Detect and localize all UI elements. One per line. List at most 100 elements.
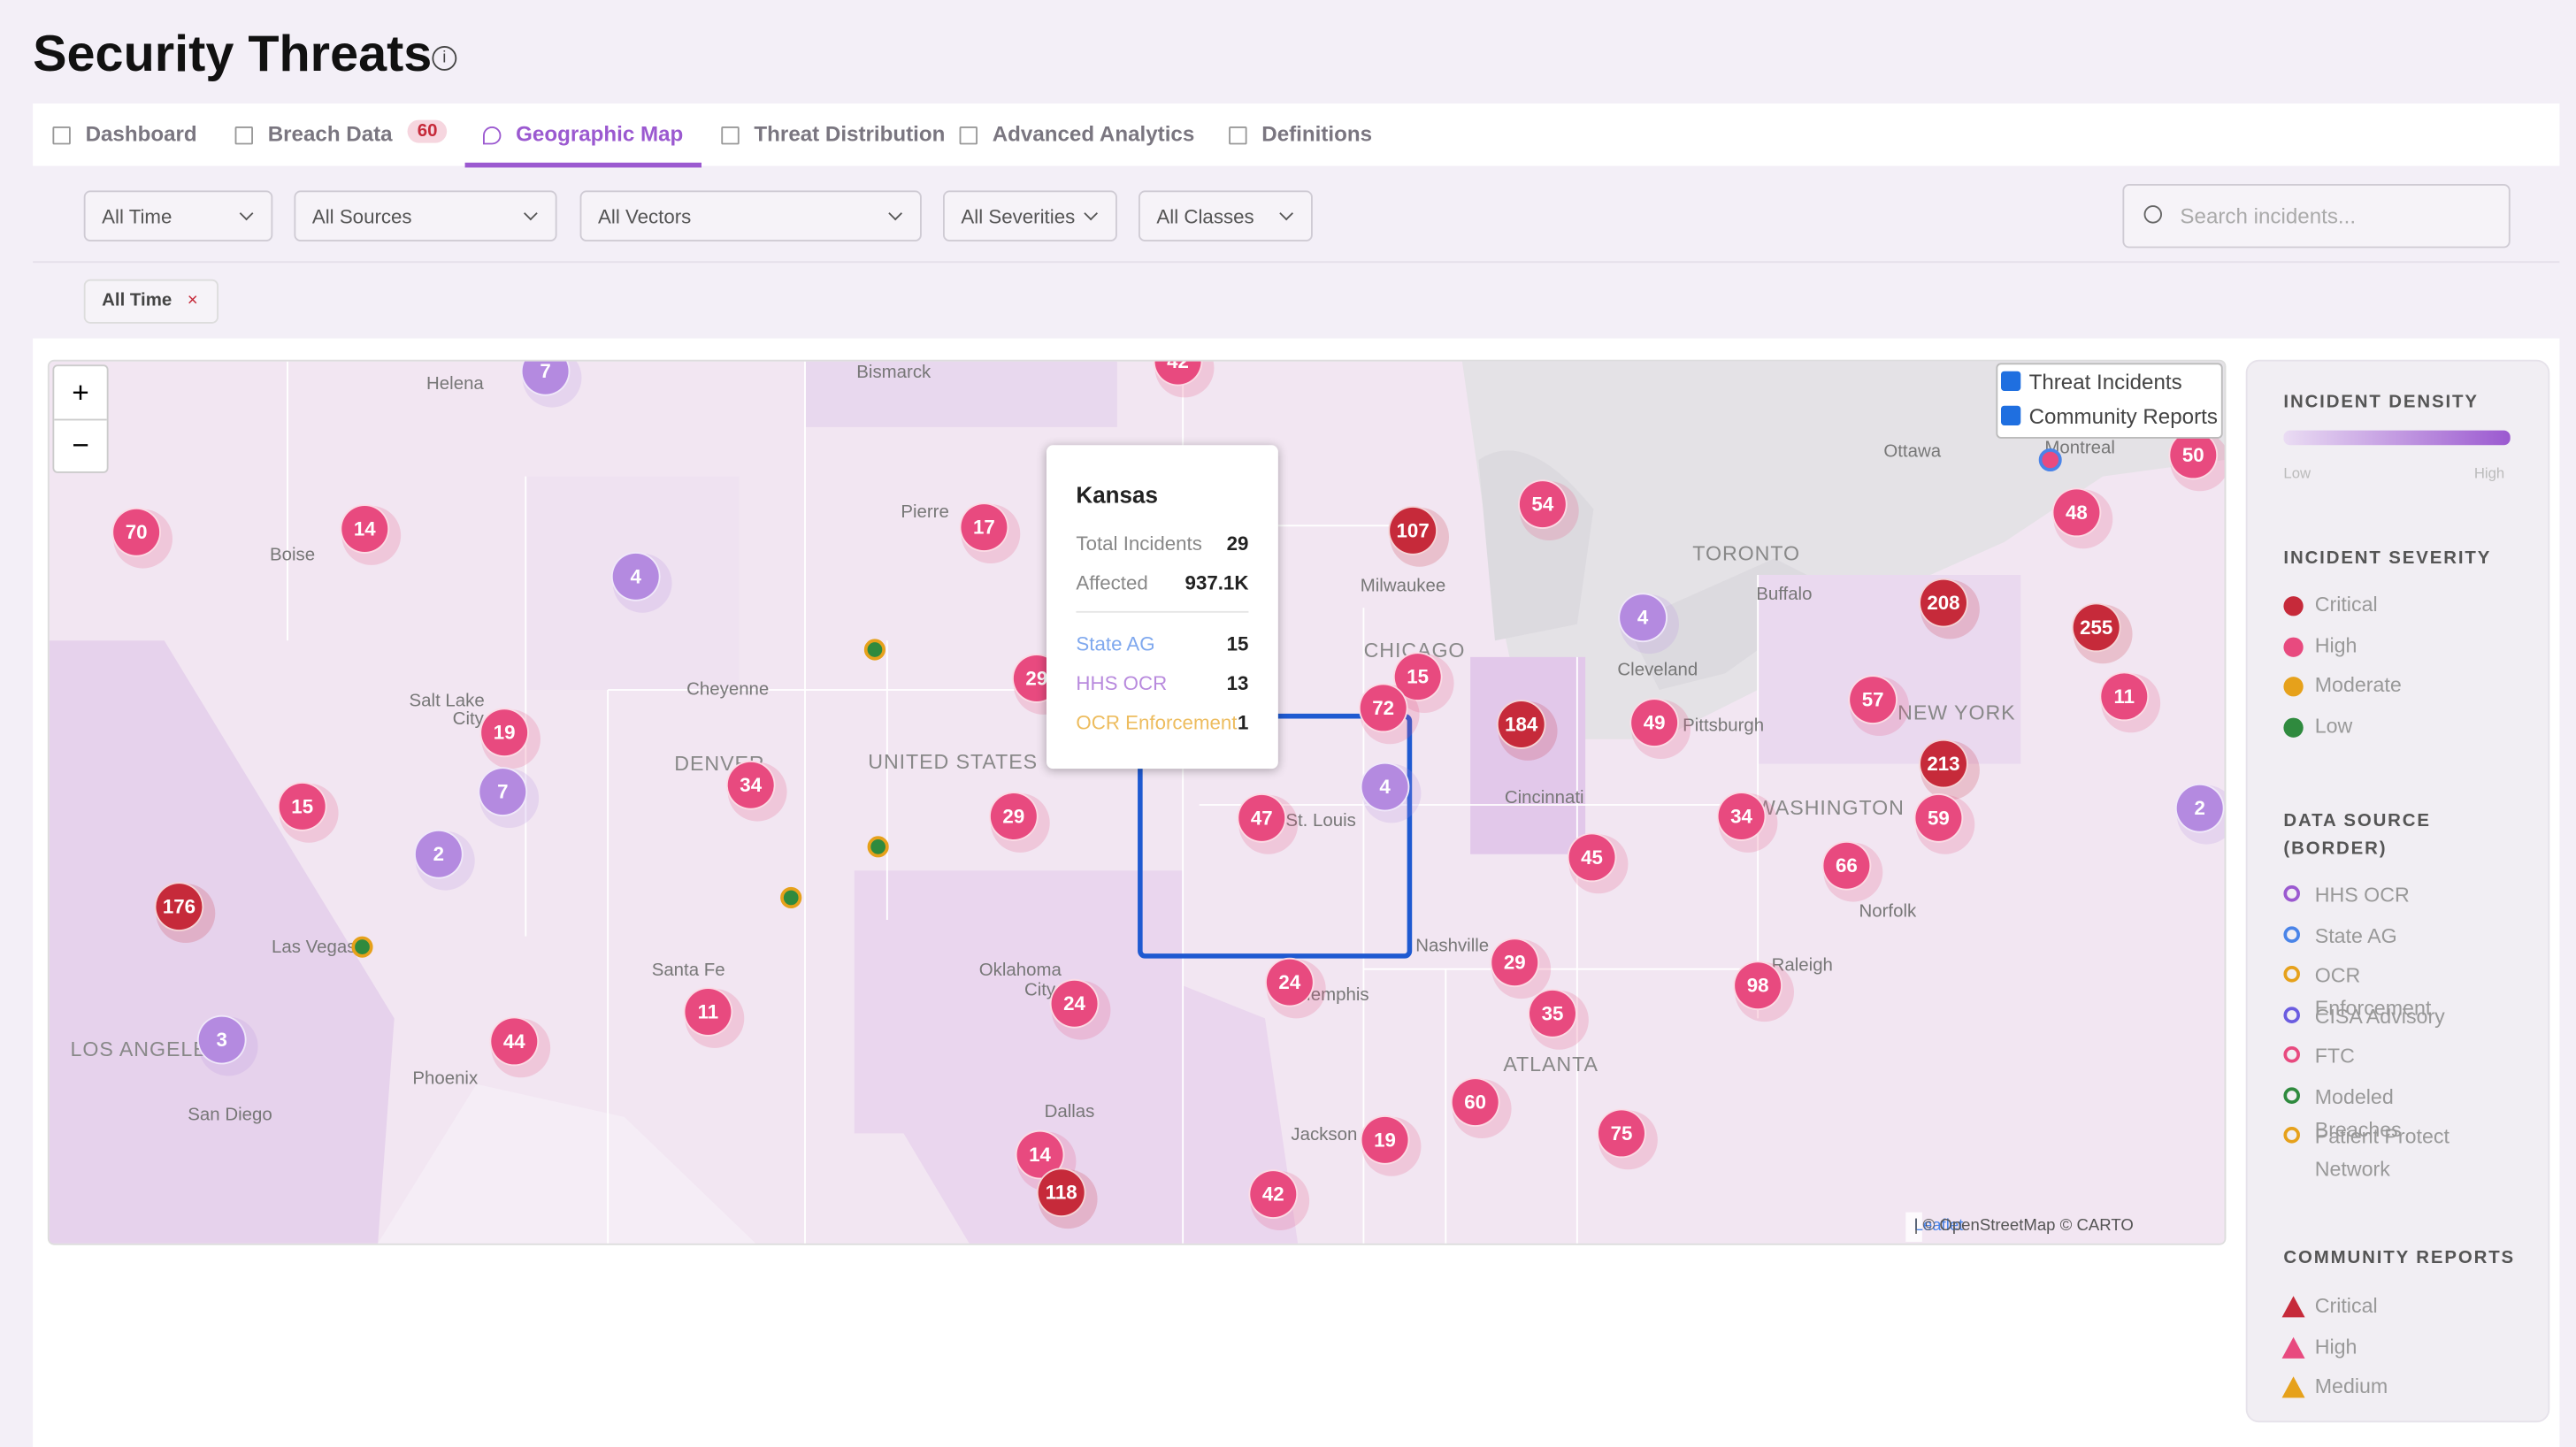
tab[interactable]: Threat Distribution: [754, 121, 946, 147]
cluster-marker[interactable]: 57: [1848, 675, 1898, 724]
tooltip: Kansas Total Incidents 29 Affected 937.1K Sta…: [1046, 445, 1278, 769]
cluster-marker[interactable]: 24: [1264, 957, 1315, 1007]
cluster-marker[interactable]: 70: [111, 507, 161, 557]
city-label: City: [1024, 980, 1056, 1000]
cluster-marker[interactable]: 54: [1517, 479, 1568, 529]
cluster-marker[interactable]: 17: [959, 502, 1009, 552]
tab[interactable]: Definitions: [1261, 121, 1373, 147]
cluster-marker[interactable]: 42: [1248, 1169, 1299, 1219]
tooltip-source-value: 15: [1226, 632, 1249, 655]
filter-select[interactable]: All Time: [83, 190, 273, 241]
filter-bar: [33, 169, 2560, 264]
legend-triangle: [2281, 1336, 2305, 1358]
cluster-marker[interactable]: 75: [1597, 1108, 1646, 1159]
cluster-marker[interactable]: 72: [1358, 683, 1408, 733]
tooltip-label: Total Incidents: [1076, 532, 1202, 555]
info-icon[interactable]: i: [432, 45, 457, 71]
cluster-marker[interactable]: 14: [340, 504, 390, 554]
cluster-marker[interactable]: 98: [1733, 961, 1782, 1011]
cluster-marker[interactable]: 35: [1528, 988, 1577, 1038]
zoom-out[interactable]: −: [72, 428, 89, 462]
legend-low: Low: [2283, 464, 2312, 482]
cluster-marker[interactable]: 213: [1919, 739, 1968, 789]
attribution-link[interactable]: Leaflet: [1913, 1217, 1964, 1236]
cluster-marker[interactable]: 34: [725, 760, 776, 810]
cluster-marker[interactable]: 11: [683, 987, 733, 1037]
filter-select[interactable]: All Classes: [1138, 190, 1313, 241]
layer-label[interactable]: Threat Incidents: [2028, 369, 2182, 394]
incident-dot[interactable]: [780, 886, 802, 908]
cluster-marker[interactable]: 255: [2071, 602, 2121, 653]
cluster-marker[interactable]: 208: [1919, 578, 1968, 628]
cluster-marker[interactable]: 47: [1237, 792, 1287, 843]
layer-label[interactable]: Community Reports: [2028, 403, 2218, 429]
filter-select[interactable]: All Severities: [942, 190, 1117, 241]
zoom-control: + −: [52, 364, 109, 473]
filter-select[interactable]: All Vectors: [579, 190, 922, 241]
tooltip-divider: [1076, 610, 1249, 613]
legend-item: Critical: [2314, 1294, 2378, 1318]
cluster-marker[interactable]: 118: [1036, 1168, 1086, 1218]
legend-swatch: [2283, 1045, 2300, 1063]
incident-dot[interactable]: [351, 936, 373, 958]
cluster-marker[interactable]: 2: [2174, 783, 2225, 833]
cluster-marker[interactable]: 176: [154, 882, 204, 931]
city-label: Cincinnati: [1504, 788, 1584, 808]
cluster-marker[interactable]: 15: [277, 781, 327, 831]
legend-triangle: [2281, 1376, 2305, 1398]
cluster-marker[interactable]: 29: [988, 792, 1039, 841]
tab[interactable]: Geographic Map: [516, 121, 684, 147]
tab[interactable]: Dashboard: [85, 121, 197, 147]
incident-dot[interactable]: [867, 836, 889, 858]
cluster-marker[interactable]: 29: [1490, 938, 1540, 988]
legend-item: Modeled Breaches: [2314, 1084, 2402, 1141]
tab[interactable]: Advanced Analytics: [992, 121, 1195, 147]
legend-swatch: [2283, 1086, 2300, 1104]
cluster-marker[interactable]: 3: [196, 1014, 247, 1065]
cluster-marker[interactable]: 24: [1049, 978, 1100, 1029]
zoom-in[interactable]: +: [54, 366, 107, 421]
search-box[interactable]: Search incidents...: [2122, 183, 2511, 249]
chip-remove[interactable]: ×: [187, 290, 198, 310]
cluster-marker[interactable]: 49: [1629, 698, 1679, 747]
cluster-marker[interactable]: 45: [1567, 832, 1617, 883]
cluster-marker[interactable]: 4: [1618, 593, 1668, 643]
cluster-marker[interactable]: 34: [1716, 792, 1767, 841]
active-tab-underline: [464, 162, 702, 168]
tab[interactable]: Breach Data: [267, 121, 393, 147]
tab-icon: [234, 126, 253, 145]
cluster-marker[interactable]: 19: [1360, 1114, 1410, 1165]
cluster-marker[interactable]: 184: [1496, 700, 1546, 749]
filter-select[interactable]: All Sources: [294, 190, 557, 241]
attribution-text: | © OpenStreetMap © CARTO: [1913, 1217, 2134, 1236]
cluster-marker[interactable]: 50: [2168, 430, 2219, 480]
city-label: Las Vegas: [272, 938, 356, 958]
legend-item: State AG: [2314, 923, 2397, 947]
layer-checkbox[interactable]: [2000, 405, 2021, 425]
cluster-marker[interactable]: 4: [610, 551, 661, 601]
cluster-marker[interactable]: 19: [479, 708, 529, 758]
incident-dot[interactable]: [863, 639, 886, 661]
incident-dot[interactable]: [2038, 448, 2062, 471]
cluster-marker[interactable]: 60: [1450, 1077, 1500, 1127]
tooltip-source-label: State AG: [1076, 632, 1155, 655]
tooltip-source-value: 13: [1226, 671, 1249, 695]
cluster-marker[interactable]: 4: [1360, 762, 1410, 812]
tooltip-value: 937.1K: [1184, 571, 1249, 595]
cluster-marker[interactable]: 48: [2051, 487, 2102, 538]
cluster-marker[interactable]: 2: [413, 829, 464, 879]
cluster-marker[interactable]: 7: [478, 767, 528, 816]
cluster-marker[interactable]: 44: [489, 1016, 540, 1067]
map[interactable]: + − Helena Bismarck Boise Pierre Ottawa Montr…: [47, 359, 2227, 1245]
cluster-marker[interactable]: 107: [1388, 505, 1438, 555]
legend-swatch: [2283, 1126, 2300, 1144]
city-label: Jackson: [1291, 1125, 1358, 1145]
city-label: Cheyenne: [686, 679, 770, 701]
page-title: Security Threats: [33, 24, 433, 82]
cluster-marker[interactable]: 15: [1392, 652, 1443, 701]
cluster-marker[interactable]: 66: [1821, 840, 1872, 891]
city-label: Helena: [426, 374, 484, 394]
cluster-marker[interactable]: 59: [1913, 792, 1964, 843]
cluster-marker[interactable]: 11: [2099, 671, 2150, 722]
layer-checkbox[interactable]: [2000, 371, 2021, 391]
